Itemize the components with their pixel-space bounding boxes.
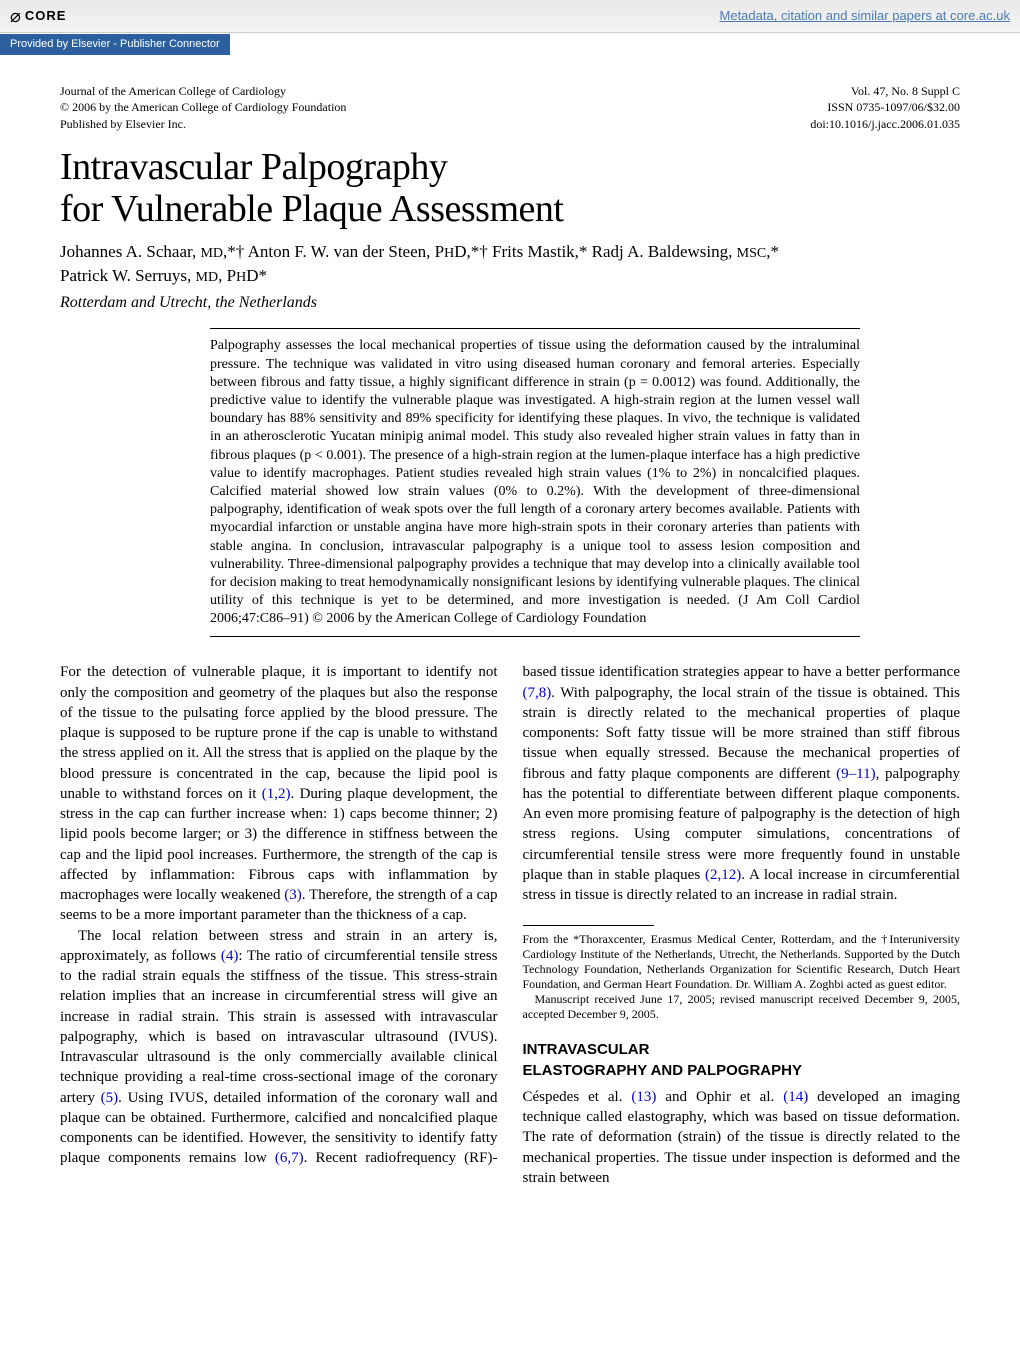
affiliation: Rotterdam and Utrecht, the Netherlands [60,292,960,314]
ref-link[interactable]: (13) [631,1089,656,1105]
journal-header-right: Vol. 47, No. 8 Suppl C ISSN 0735-1097/06… [810,83,960,132]
ref-link[interactable]: (6,7) [275,1150,304,1166]
authors: Johannes A. Schaar, MD,*† Anton F. W. va… [60,240,960,288]
core-logo: ⌀ CORE [10,4,66,28]
ref-link[interactable]: (7,8) [523,685,552,701]
journal-header: Journal of the American College of Cardi… [60,83,960,132]
journal-issn: ISSN 0735-1097/06/$32.00 [810,99,960,115]
ref-link[interactable]: (14) [783,1089,808,1105]
paper-title: Intravascular Palpography for Vulnerable… [60,147,960,231]
provider-tag-row: Provided by Elsevier - Publisher Connect… [0,33,1020,55]
body-columns: For the detection of vulnerable plaque, … [60,662,960,1188]
provider-tag: Provided by Elsevier - Publisher Connect… [0,34,230,55]
body-paragraph-4: Céspedes et al. (13) and Ophir et al. (1… [523,1087,961,1188]
core-banner: ⌀ CORE Metadata, citation and similar pa… [0,0,1020,33]
journal-name: Journal of the American College of Cardi… [60,83,346,99]
journal-copyright: © 2006 by the American College of Cardio… [60,99,346,115]
journal-header-left: Journal of the American College of Cardi… [60,83,346,132]
ref-link[interactable]: (5) [101,1090,119,1106]
ref-link[interactable]: (3) [284,887,302,903]
journal-publisher: Published by Elsevier Inc. [60,116,346,132]
title-line-1: Intravascular Palpography [60,146,447,188]
core-logo-text: CORE [25,7,67,25]
body-paragraph-1: For the detection of vulnerable plaque, … [60,662,498,925]
title-line-2: for Vulnerable Plaque Assessment [60,188,563,230]
abstract: Palpography assesses the local mechanica… [210,328,860,637]
footnotes: From the *Thoraxcenter, Erasmus Medical … [523,932,961,1022]
journal-doi: doi:10.1016/j.jacc.2006.01.035 [810,116,960,132]
core-metadata-link[interactable]: Metadata, citation and similar papers at… [720,7,1010,25]
section-heading: INTRAVASCULARELASTOGRAPHY AND PALPOGRAPH… [523,1040,961,1081]
core-icon: ⌀ [10,4,21,28]
ref-link[interactable]: (1,2) [262,786,291,802]
footnote-manuscript: Manuscript received June 17, 2005; revis… [523,992,961,1022]
footnote-affiliation: From the *Thoraxcenter, Erasmus Medical … [523,932,961,992]
page-content: Journal of the American College of Cardi… [0,55,1020,1228]
journal-volume: Vol. 47, No. 8 Suppl C [810,83,960,99]
ref-link[interactable]: (4) [221,948,239,964]
ref-link[interactable]: (9–11) [836,766,875,782]
ref-link[interactable]: (2,12) [705,867,741,883]
footnote-separator [523,925,654,926]
